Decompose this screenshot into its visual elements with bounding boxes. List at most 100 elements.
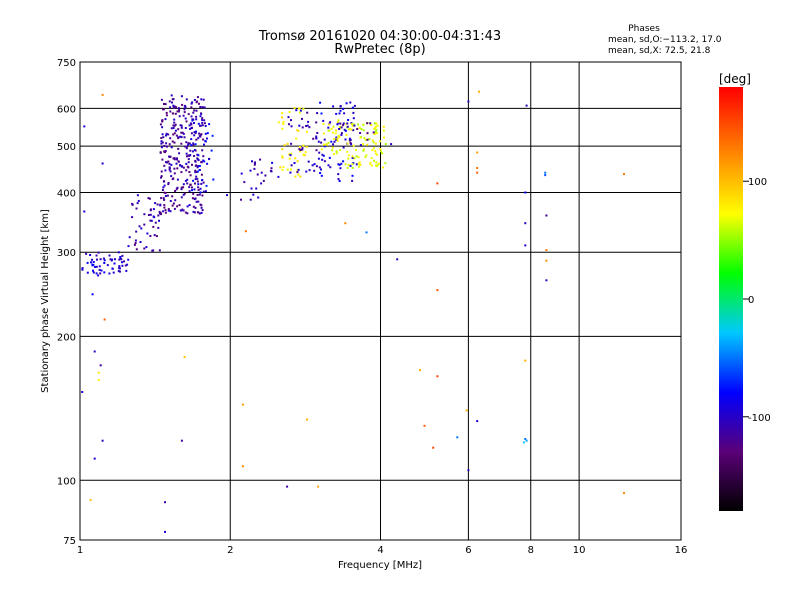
data-point [83,125,86,128]
data-point [321,153,324,156]
data-point [202,190,205,193]
data-point [250,187,253,190]
data-point [319,101,322,104]
x-tick-label: 16 [675,545,688,556]
y-axis-label: Stationary phase Virtual Height [km] [40,209,51,393]
data-point [165,145,168,148]
data-point [101,162,104,165]
data-point [198,132,201,135]
data-point [201,124,204,127]
data-point [176,178,179,181]
data-point [349,127,351,130]
data-point [185,169,188,172]
data-point [351,124,354,127]
data-point [111,258,114,261]
data-point [90,261,92,264]
data-point [180,126,183,129]
data-point [95,254,98,257]
data-point [109,258,112,261]
data-point [545,214,548,217]
data-point [352,111,355,114]
data-point [91,263,94,266]
data-point [347,164,350,166]
data-point [187,158,190,161]
data-point [307,120,310,123]
data-point [188,190,191,193]
data-point [370,157,373,160]
data-point [196,170,199,173]
data-point [184,117,187,120]
data-point [168,100,171,103]
data-point [180,188,183,191]
data-point [186,212,189,215]
data-point [241,403,244,406]
data-point [544,171,547,174]
data-point [176,186,179,189]
data-point [190,123,193,126]
data-point [381,152,384,155]
data-point [318,166,321,169]
data-point [190,115,193,118]
data-point [362,143,365,146]
data-point [173,167,176,170]
data-point [152,208,155,211]
data-point [293,107,296,110]
data-point [184,211,187,214]
data-point [173,141,176,144]
data-point [137,200,140,202]
data-point [335,129,338,132]
data-point [164,103,167,106]
data-point [323,143,325,146]
data-point [193,155,196,157]
data-point [169,210,172,213]
data-point [257,196,260,199]
data-point [86,271,89,274]
data-point [163,184,166,187]
data-point [282,123,285,125]
data-point [208,157,210,160]
data-point [169,155,172,158]
data-point [162,136,165,139]
data-point [176,205,179,208]
data-point [175,162,178,165]
data-point [253,167,256,170]
data-point [335,136,338,139]
data-point [164,169,167,172]
data-point [103,318,106,321]
data-point [327,141,330,144]
data-point [173,172,176,175]
data-point [206,162,209,165]
data-point [177,136,180,139]
data-point [351,174,354,177]
data-point [190,144,193,147]
data-point [366,143,369,146]
data-point [191,186,193,189]
data-point [98,265,101,268]
data-point [197,122,200,125]
data-point [200,211,203,214]
data-point [135,207,138,210]
data-point [147,197,150,200]
data-point [286,485,289,488]
data-point [343,112,346,115]
data-point [81,391,84,393]
data-point [177,128,180,131]
data-point [177,147,180,150]
data-point [335,152,338,155]
data-point [83,210,86,213]
data-point [148,197,151,200]
data-point [204,125,207,127]
data-point [302,144,305,147]
data-point [172,202,175,205]
data-point [161,158,164,161]
data-point [164,211,167,214]
data-point [373,159,375,162]
data-point [277,121,280,124]
data-point [184,179,187,182]
y-tick-label: 200 [57,332,76,343]
data-point [189,149,192,152]
data-point [260,182,263,185]
data-point [343,128,346,131]
data-point [249,198,252,201]
data-point [171,140,174,143]
